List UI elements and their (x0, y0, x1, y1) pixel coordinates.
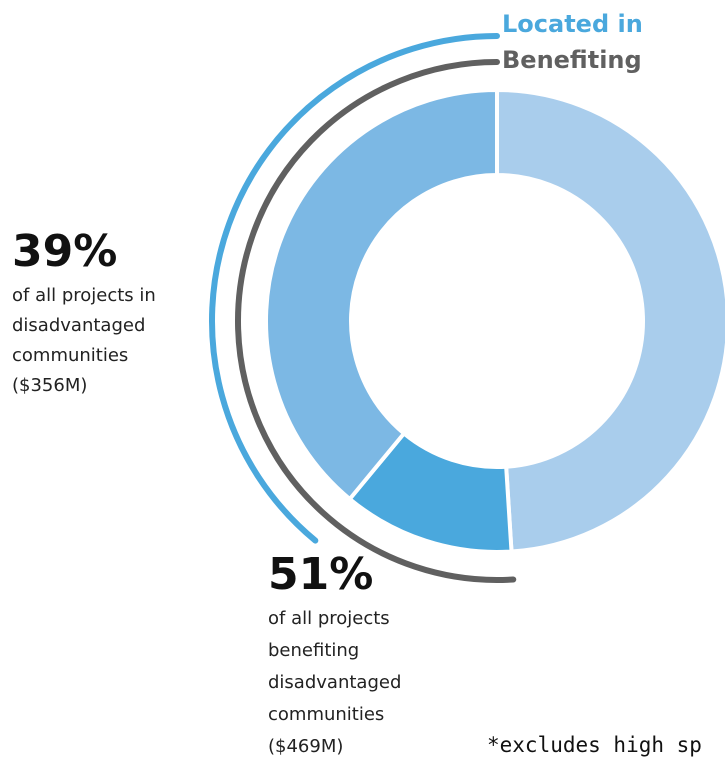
series-arc (209, 33, 500, 544)
annotation-line: communities (268, 704, 384, 725)
footnote: *excludes high sp (487, 733, 702, 757)
annotation-line: disadvantaged (12, 315, 145, 336)
annotation-line: of all projects (268, 608, 390, 629)
annotation-line: benefiting (268, 640, 359, 661)
percent-label: 39% (12, 226, 117, 277)
annotation-line: ($469M) (268, 736, 343, 757)
annotation-line: disadvantaged (268, 672, 401, 693)
donut-segment (495, 87, 725, 554)
legend-label: Located in (502, 10, 643, 38)
annotation-line: ($356M) (12, 375, 87, 396)
annotation-line: communities (12, 345, 128, 366)
series-arc (235, 59, 517, 583)
legend-label: Benefiting (502, 46, 642, 74)
percent-label: 51% (268, 549, 373, 600)
annotation-line: of all projects in (12, 285, 156, 306)
donut-segment (264, 87, 499, 502)
